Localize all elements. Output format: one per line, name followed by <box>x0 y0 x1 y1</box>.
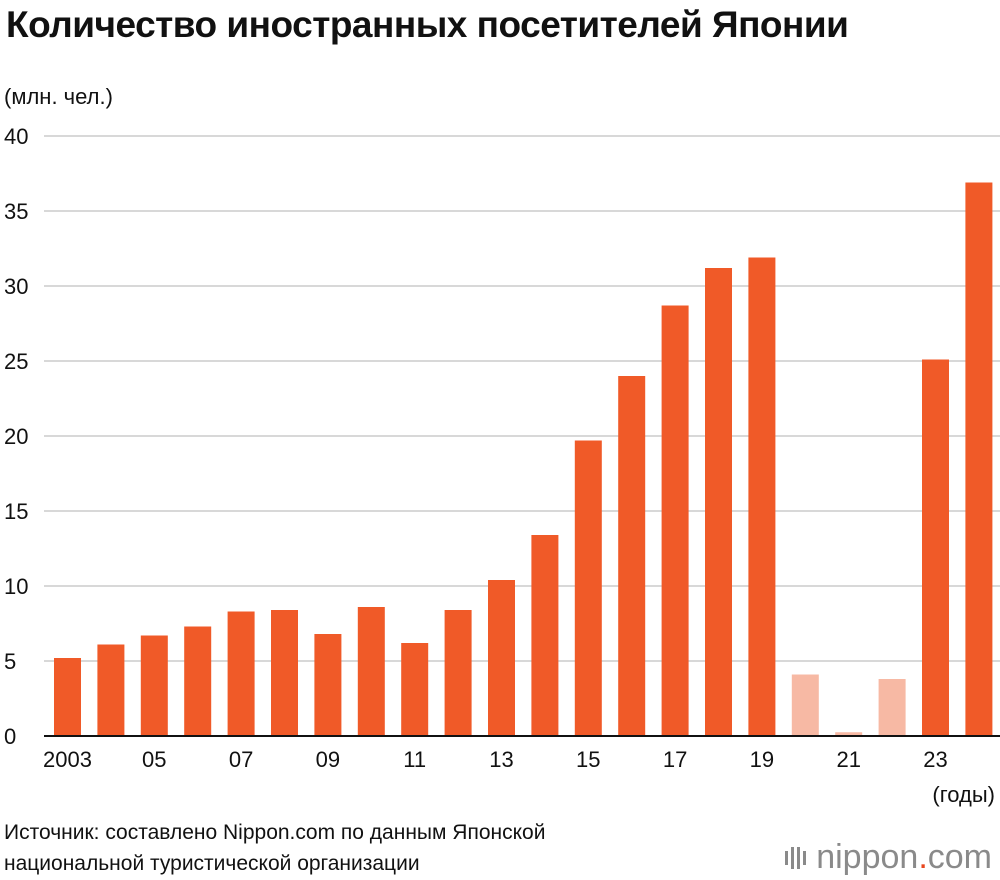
chart-title: Количество иностранных посетителей Япони… <box>6 4 849 45</box>
y-tick-label: 35 <box>4 199 28 224</box>
x-tick-label: 17 <box>663 747 687 772</box>
bar-2015 <box>574 440 602 736</box>
y-tick-label: 0 <box>4 724 16 749</box>
x-tick-label: 07 <box>229 747 253 772</box>
logo-suffix: com <box>927 838 992 876</box>
x-tick-label: 13 <box>489 747 513 772</box>
x-tick-label: 15 <box>576 747 600 772</box>
bar-2005 <box>140 635 168 736</box>
y-tick-label: 15 <box>4 499 28 524</box>
nippon-logo: nippon. com <box>785 838 992 877</box>
y-tick-label: 30 <box>4 274 28 299</box>
bar-2010 <box>357 607 385 736</box>
y-tick-label: 20 <box>4 424 28 449</box>
y-tick-label: 40 <box>4 124 28 149</box>
bar-2023 <box>922 359 949 736</box>
bar-2013 <box>488 580 515 736</box>
bar-2016 <box>618 376 646 736</box>
bar-2004 <box>97 644 125 736</box>
bar-2012 <box>444 610 472 736</box>
bar-2008 <box>271 610 298 736</box>
y-axis-unit-label: (млн. чел.) <box>4 84 113 109</box>
bar-2011 <box>401 643 429 736</box>
x-axis-label: (годы) <box>932 782 995 807</box>
logo-dot: . <box>918 838 928 876</box>
y-tick-label: 10 <box>4 574 28 599</box>
bar-2019 <box>748 257 776 736</box>
source-note: Источник: составлено Nippon.com по данны… <box>4 817 545 879</box>
x-tick-label: 19 <box>750 747 774 772</box>
bar-2024 <box>965 182 993 736</box>
x-tick-label: 23 <box>923 747 947 772</box>
y-tick-label: 25 <box>4 349 28 374</box>
bar-2022 <box>878 679 906 736</box>
bar-2007 <box>227 611 255 736</box>
bar-2009 <box>314 634 342 736</box>
bar-2014 <box>531 535 559 736</box>
bar-2021 <box>835 732 863 736</box>
bar-2006 <box>184 626 212 736</box>
source-line-2: национальной туристической организации <box>4 852 420 875</box>
x-tick-label: 09 <box>316 747 340 772</box>
bar-2017 <box>661 305 689 736</box>
x-tick-label: 21 <box>836 747 860 772</box>
y-tick-label: 5 <box>4 649 16 674</box>
source-line-1: Источник: составлено Nippon.com по данны… <box>4 821 546 844</box>
bar-2020 <box>791 674 819 736</box>
bar-2018 <box>705 268 732 736</box>
x-tick-label: 05 <box>142 747 166 772</box>
logo-name: nippon <box>816 838 919 876</box>
x-tick-label: 2003 <box>43 747 92 772</box>
x-tick-label: 11 <box>403 747 426 772</box>
bar-2003 <box>54 658 81 736</box>
nippon-logo-icon <box>785 846 807 869</box>
